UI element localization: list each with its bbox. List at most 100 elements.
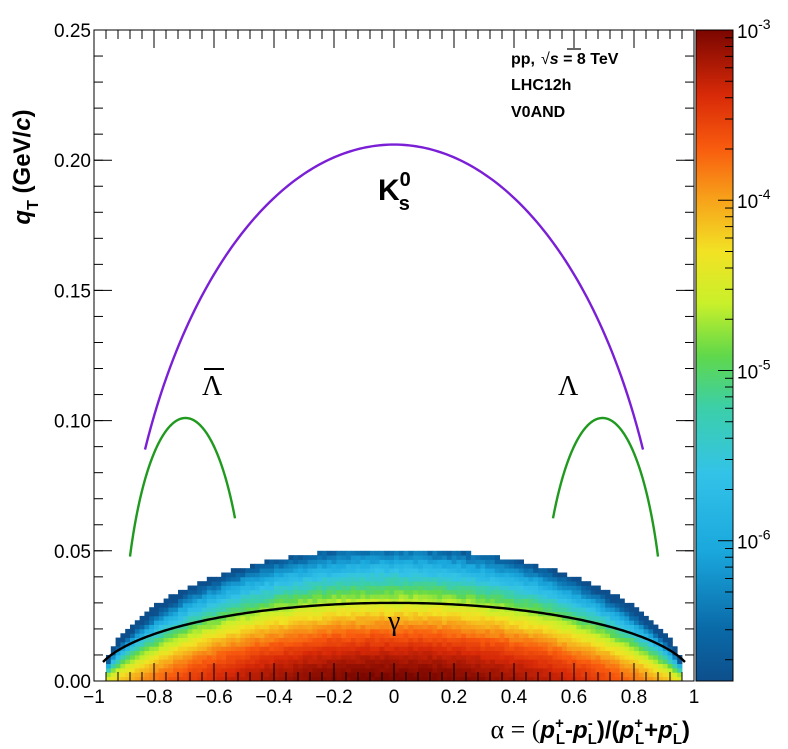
heatmap-cell bbox=[341, 672, 347, 678]
heatmap-cell bbox=[365, 607, 371, 612]
heatmap-cell bbox=[187, 667, 193, 673]
heatmap-cell bbox=[154, 637, 160, 643]
heatmap-cell bbox=[269, 624, 275, 630]
heatmap-cell bbox=[595, 663, 601, 669]
heatmap-cell bbox=[590, 659, 596, 665]
heatmap-cell bbox=[470, 572, 476, 578]
heatmap-cell bbox=[499, 659, 505, 665]
heatmap-cell bbox=[379, 667, 385, 673]
heatmap-cell bbox=[120, 650, 126, 656]
heatmap-cell bbox=[470, 646, 476, 652]
heatmap-cell bbox=[326, 646, 332, 652]
heatmap-cell bbox=[461, 550, 467, 556]
heatmap-cell bbox=[408, 572, 414, 578]
heatmap-cell bbox=[494, 650, 500, 656]
heatmap-cell bbox=[163, 633, 169, 638]
heatmap-cell bbox=[514, 589, 520, 595]
heatmap-cell bbox=[552, 594, 558, 599]
heatmap-cell bbox=[355, 611, 361, 617]
heatmap-cell bbox=[533, 568, 539, 573]
heatmap-cell bbox=[518, 676, 524, 681]
heatmap-cell bbox=[374, 611, 380, 617]
heatmap-cell bbox=[504, 589, 510, 595]
heatmap-cell bbox=[470, 598, 476, 604]
heatmap-cell bbox=[317, 628, 323, 634]
heatmap-cell bbox=[350, 585, 356, 591]
heatmap-cell bbox=[504, 572, 510, 578]
heatmap-cell bbox=[658, 659, 664, 665]
heatmap-cell bbox=[514, 663, 520, 669]
heatmap-cell bbox=[202, 667, 208, 673]
heatmap-cell bbox=[494, 641, 500, 647]
heatmap-cell bbox=[379, 563, 385, 569]
heatmap-cell bbox=[446, 555, 452, 560]
heatmap-cell bbox=[216, 654, 222, 660]
heatmap-cell bbox=[494, 598, 500, 604]
heatmap-cell bbox=[211, 628, 217, 634]
heatmap-cell bbox=[648, 620, 654, 625]
heatmap-cell bbox=[408, 667, 414, 673]
heatmap-cell bbox=[494, 594, 500, 599]
heatmap-cell bbox=[389, 581, 395, 586]
heatmap-cell bbox=[432, 563, 438, 569]
heatmap-cell bbox=[312, 654, 318, 660]
heatmap-cell bbox=[437, 602, 443, 608]
heatmap-cell bbox=[341, 659, 347, 665]
heatmap-cell bbox=[173, 594, 179, 599]
heatmap-cell bbox=[187, 624, 193, 630]
heatmap-cell bbox=[590, 628, 596, 634]
heatmap-cell bbox=[542, 628, 548, 634]
heatmap-cell bbox=[168, 663, 174, 669]
heatmap-cell bbox=[547, 607, 553, 612]
heatmap-cell bbox=[336, 676, 342, 681]
heatmap-cell bbox=[662, 641, 668, 647]
heatmap-cell bbox=[480, 633, 486, 638]
heatmap-cell bbox=[403, 602, 409, 608]
heatmap-cell bbox=[427, 572, 433, 578]
heatmap-cell bbox=[317, 672, 323, 678]
heatmap-cell bbox=[581, 598, 587, 604]
heatmap-cell bbox=[178, 654, 184, 660]
heatmap-cell bbox=[653, 624, 659, 630]
heatmap-cell bbox=[192, 611, 198, 617]
heatmap-cell bbox=[552, 659, 558, 665]
heatmap-cell bbox=[226, 659, 232, 665]
heatmap-cell bbox=[197, 646, 203, 652]
heatmap-cell bbox=[499, 624, 505, 630]
heatmap-cell bbox=[379, 559, 385, 565]
heatmap-cell bbox=[610, 646, 616, 652]
heatmap-cell bbox=[350, 641, 356, 647]
heatmap-cell bbox=[461, 572, 467, 578]
heatmap-cell bbox=[437, 620, 443, 625]
heatmap-cell bbox=[456, 581, 462, 586]
heatmap-cell bbox=[211, 589, 217, 595]
heatmap-cell bbox=[571, 589, 577, 595]
heatmap-cell bbox=[158, 676, 164, 681]
heatmap-cell bbox=[134, 676, 140, 681]
heatmap-cell bbox=[110, 667, 116, 673]
heatmap-cell bbox=[206, 659, 212, 665]
heatmap-cell bbox=[451, 589, 457, 595]
heatmap-cell bbox=[202, 615, 208, 621]
heatmap-cell bbox=[346, 568, 352, 573]
heatmap-cell bbox=[398, 589, 404, 595]
heatmap-cell bbox=[149, 654, 155, 660]
heatmap-cell bbox=[614, 667, 620, 673]
heatmap-cell bbox=[288, 576, 294, 582]
heatmap-cell bbox=[442, 572, 448, 578]
heatmap-cell bbox=[403, 659, 409, 665]
heatmap-cell bbox=[413, 563, 419, 569]
heatmap-cell bbox=[355, 667, 361, 673]
heatmap-cell bbox=[178, 637, 184, 643]
heatmap-cell bbox=[403, 637, 409, 643]
heatmap-cell bbox=[466, 581, 472, 586]
heatmap-cell bbox=[144, 663, 150, 669]
heatmap-cell bbox=[211, 624, 217, 630]
heatmap-cell bbox=[293, 568, 299, 573]
heatmap-cell bbox=[398, 555, 404, 560]
heatmap-cell bbox=[240, 615, 246, 621]
heatmap-cell bbox=[206, 676, 212, 681]
heatmap-cell bbox=[254, 594, 260, 599]
heatmap-cell bbox=[134, 672, 140, 678]
heatmap-cell bbox=[173, 598, 179, 604]
